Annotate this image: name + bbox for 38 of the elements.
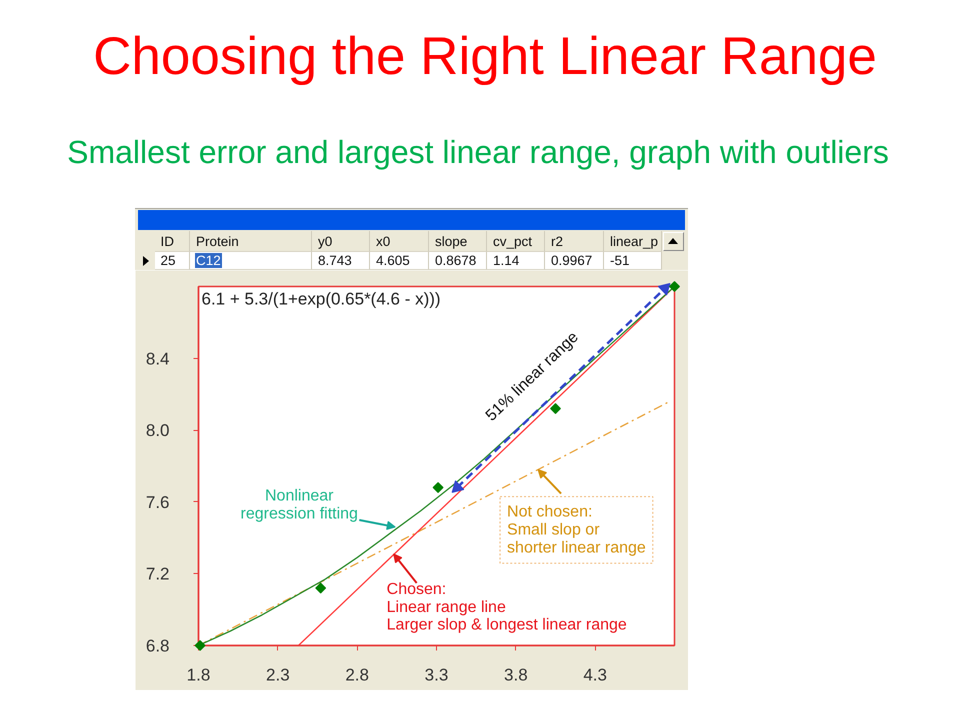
text: linear_p: [609, 234, 660, 249]
x-tick-label: 2.8: [345, 666, 369, 684]
y-tick-label: 6.8: [146, 636, 170, 656]
x-tick-label: 3.3: [424, 666, 448, 684]
point: [550, 403, 561, 414]
y-tick-label: 7.2: [146, 564, 170, 584]
text: 4.605: [375, 253, 411, 268]
point: [315, 582, 326, 594]
text: ID: [160, 234, 175, 249]
y-tick-label: 7.6: [146, 492, 170, 512]
annotation: Chosen: Linear range line Larger slop & longest linear range: [386, 580, 627, 634]
text: 1.14: [492, 253, 520, 268]
text: 25: [160, 253, 177, 268]
text: slope: [434, 234, 468, 249]
point: [669, 281, 680, 292]
text: x0: [375, 234, 392, 249]
annotation: 6.1 + 5.3/(1+exp(0.65*(4.6 - x))): [202, 290, 441, 308]
text: cv_pct: [492, 234, 534, 249]
chart-title: Choosing the Right Linear Range: [92, 27, 878, 87]
point: [194, 640, 206, 651]
chart-subtitle: Smallest error and largest linear range, graph with outliers: [66, 134, 890, 170]
y-tick-label: 8.4: [146, 349, 170, 368]
annotation: Nonlinear regression fitting: [240, 488, 358, 522]
x-tick-label: 3.8: [504, 666, 528, 684]
x-tick-label: 4.3: [583, 666, 607, 684]
x-tick-label: 1.8: [186, 666, 210, 684]
point: [432, 482, 444, 493]
text: y0: [317, 234, 334, 249]
text: Protein: [195, 234, 240, 249]
x-tick-label: 2.3: [266, 666, 290, 684]
text: 0.8678: [434, 253, 478, 268]
y-tick-label: 8.0: [146, 421, 170, 440]
text: C12: [195, 253, 222, 268]
text: -51: [609, 253, 631, 268]
text: r2: [550, 234, 564, 249]
text: 8.743: [317, 253, 353, 268]
annotation: Not chosen: Small slop or shorter linear range: [507, 504, 646, 556]
text: 0.9967: [550, 253, 594, 268]
